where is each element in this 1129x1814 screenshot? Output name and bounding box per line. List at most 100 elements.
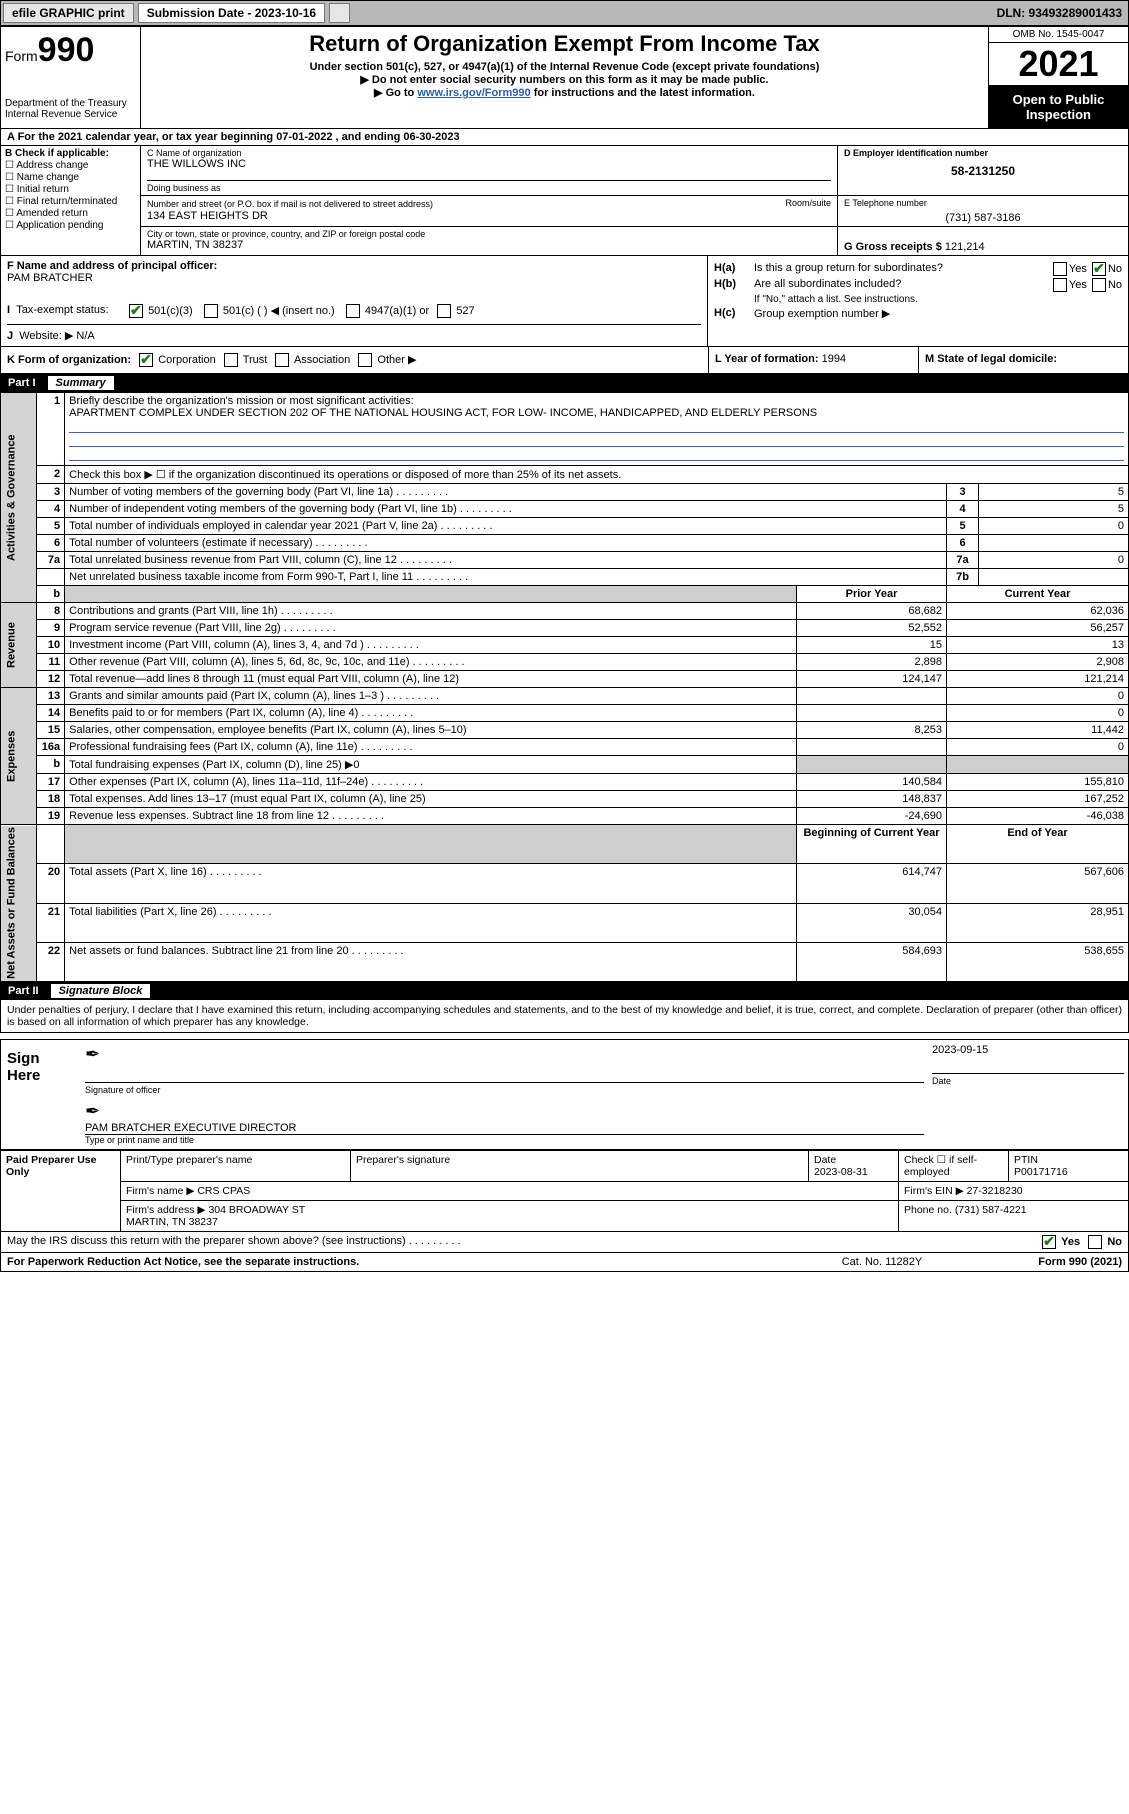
table-row: 17Other expenses (Part IX, column (A), l… [1, 774, 1129, 791]
block-bcd: B Check if applicable: ☐ Address change … [0, 146, 1129, 255]
prep-sig-hdr: Preparer's signature [351, 1151, 809, 1182]
chk-corp[interactable] [139, 353, 153, 367]
hb-no[interactable] [1092, 278, 1106, 292]
signature-declaration: Under penalties of perjury, I declare th… [0, 1000, 1129, 1033]
form-header: Form990 Department of the Treasury Inter… [0, 26, 1129, 129]
discuss-yes[interactable] [1042, 1235, 1056, 1249]
ein-cell: D Employer identification number 58-2131… [838, 146, 1128, 195]
table-row: 9Program service revenue (Part VIII, lin… [1, 620, 1129, 637]
footer: For Paperwork Reduction Act Notice, see … [0, 1253, 1129, 1272]
g-label: G Gross receipts $ [844, 241, 942, 253]
prep-date-hdr: Date [814, 1154, 836, 1166]
website-value: N/A [76, 330, 94, 342]
hb-yes[interactable] [1053, 278, 1067, 292]
addr-value: 134 EAST HEIGHTS DR [147, 210, 831, 222]
room-label: Room/suite [785, 198, 831, 208]
city-cell: City or town, state or province, country… [141, 227, 838, 255]
i-label: Tax-exempt status: [16, 304, 108, 316]
k-cell: K Form of organization: Corporation Trus… [1, 347, 708, 373]
preparer-table: Paid Preparer Use Only Print/Type prepar… [0, 1150, 1129, 1232]
chk-amended[interactable]: ☐ Amended return [5, 208, 136, 219]
sig-date-label: Date [932, 1076, 1124, 1086]
irs-link[interactable]: www.irs.gov/Form990 [417, 87, 530, 99]
m-cell: M State of legal domicile: [918, 347, 1128, 373]
blank-button[interactable] [329, 3, 350, 23]
org-name: THE WILLOWS INC [147, 158, 831, 170]
table-row: 5Total number of individuals employed in… [1, 518, 1129, 535]
k-label: K Form of organization: [7, 354, 131, 366]
vlabel-activities: Activities & Governance [1, 393, 37, 603]
ha-text: Is this a group return for subordinates? [754, 262, 1012, 276]
table-row: 19Revenue less expenses. Subtract line 1… [1, 808, 1129, 825]
officer-name-title: PAM BRATCHER EXECUTIVE DIRECTOR [85, 1122, 924, 1134]
phone-value: (731) 587-4221 [955, 1204, 1027, 1216]
prior-year-hdr: Prior Year [797, 586, 947, 603]
ha-no[interactable] [1092, 262, 1106, 276]
hb-note: If "No," attach a list. See instructions… [714, 294, 1122, 305]
city-value: MARTIN, TN 38237 [147, 239, 831, 251]
sign-here-label: Sign Here [1, 1040, 81, 1149]
line1-desc: Briefly describe the organization's miss… [65, 393, 1129, 466]
prep-name-hdr: Print/Type preparer's name [121, 1151, 351, 1182]
ptin-value: P00171716 [1014, 1166, 1068, 1178]
ein-value: 58-2131250 [844, 164, 1122, 178]
part2-name: Signature Block [51, 984, 151, 998]
line-num: 1 [37, 393, 65, 466]
city-label: City or town, state or province, country… [147, 229, 831, 239]
table-row: 11Other revenue (Part VIII, column (A), … [1, 654, 1129, 671]
form-word: Form [5, 48, 38, 64]
footer-left: For Paperwork Reduction Act Notice, see … [7, 1256, 802, 1268]
col-cd: C Name of organization THE WILLOWS INC D… [141, 146, 1128, 255]
chk-initial-return[interactable]: ☐ Initial return [5, 184, 136, 195]
gross-value: 121,214 [945, 241, 985, 253]
table-row: 3Number of voting members of the governi… [1, 484, 1129, 501]
chk-trust[interactable] [224, 353, 238, 367]
table-row: 15Salaries, other compensation, employee… [1, 722, 1129, 739]
table-row: 21Total liabilities (Part X, line 26)30,… [1, 903, 1129, 942]
sign-here-row: Sign Here ✒ Signature of officer ✒ PAM B… [0, 1039, 1129, 1150]
dln-label: DLN: 93493289001433 [997, 6, 1128, 20]
firm-ein: 27-3218230 [967, 1185, 1023, 1197]
chk-4947[interactable] [346, 304, 360, 318]
begin-year-hdr: Beginning of Current Year [797, 825, 947, 864]
phone-label: Phone no. [904, 1204, 952, 1216]
table-row: 6Total number of volunteers (estimate if… [1, 535, 1129, 552]
ha-yes[interactable] [1053, 262, 1067, 276]
current-year-hdr: Current Year [947, 586, 1129, 603]
discuss-row: May the IRS discuss this return with the… [0, 1232, 1129, 1253]
col-b-checkboxes: B Check if applicable: ☐ Address change … [1, 146, 141, 255]
c-label: C Name of organization [147, 148, 831, 158]
discuss-question: May the IRS discuss this return with the… [7, 1235, 1040, 1249]
chk-501c[interactable] [204, 304, 218, 318]
gross-cell: G Gross receipts $ 121,214 [838, 227, 1128, 255]
omb-number: OMB No. 1545-0047 [989, 27, 1128, 43]
chk-address-change[interactable]: ☐ Address change [5, 160, 136, 171]
subtitle-1: Under section 501(c), 527, or 4947(a)(1)… [145, 61, 984, 73]
dept-label: Department of the Treasury Internal Reve… [5, 98, 136, 120]
open-inspection: Open to Public Inspection [989, 86, 1128, 128]
chk-501c3[interactable] [129, 304, 143, 318]
chk-527[interactable] [437, 304, 451, 318]
footer-mid: Cat. No. 11282Y [802, 1256, 962, 1268]
chk-assoc[interactable] [275, 353, 289, 367]
row-a-tax-year: A For the 2021 calendar year, or tax yea… [0, 129, 1129, 146]
table-row: 12Total revenue—add lines 8 through 11 (… [1, 671, 1129, 688]
part1-name: Summary [48, 376, 114, 390]
efile-print-button[interactable]: efile GRAPHIC print [3, 3, 134, 23]
ptin-label: PTIN [1014, 1154, 1038, 1166]
chk-app-pending[interactable]: ☐ Application pending [5, 220, 136, 231]
table-row: 18Total expenses. Add lines 13–17 (must … [1, 791, 1129, 808]
discuss-no[interactable] [1088, 1235, 1102, 1249]
sig-officer-label: Signature of officer [85, 1085, 924, 1095]
block-fh: F Name and address of principal officer:… [0, 255, 1129, 347]
chk-name-change[interactable]: ☐ Name change [5, 172, 136, 183]
officer-name: PAM BRATCHER [7, 272, 701, 284]
chk-other[interactable] [358, 353, 372, 367]
col-h: H(a) Is this a group return for subordin… [708, 256, 1128, 346]
dba-label: Doing business as [147, 180, 831, 193]
table-row: 7aTotal unrelated business revenue from … [1, 552, 1129, 569]
hc-text: Group exemption number ▶ [754, 307, 1122, 320]
form-title: Return of Organization Exempt From Incom… [145, 31, 984, 57]
chk-final-return[interactable]: ☐ Final return/terminated [5, 196, 136, 207]
tel-value: (731) 587-3186 [844, 212, 1122, 224]
